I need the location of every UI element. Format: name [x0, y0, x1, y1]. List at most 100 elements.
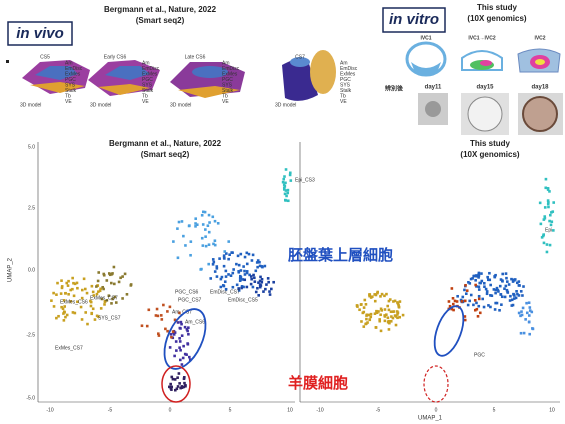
cell-dot: [227, 240, 231, 243]
cell-dot: [531, 327, 534, 330]
cell-dot: [451, 296, 455, 300]
cell-dot: [546, 202, 550, 206]
cell-dot: [84, 287, 87, 291]
cell-dot: [213, 270, 217, 273]
cell-dot: [286, 191, 290, 195]
cell-dot: [253, 276, 256, 280]
cell-dot: [482, 305, 486, 309]
cell-dot: [242, 285, 245, 289]
legend-item: Stalk: [142, 88, 154, 94]
cell-dot: [527, 320, 531, 324]
cell-dot: [99, 287, 102, 291]
cell-dot: [185, 353, 188, 356]
cell-dot: [206, 224, 210, 228]
cell-dot: [219, 277, 223, 281]
cell-dot: [212, 242, 215, 246]
cell-dot: [204, 228, 207, 231]
cluster-label: Am_CS6: [185, 319, 205, 325]
x-tick-label: -5: [108, 407, 113, 413]
cell-dot: [177, 372, 181, 375]
cell-dot: [169, 382, 172, 386]
cell-dot: [499, 293, 502, 296]
cell-dot: [219, 285, 223, 289]
cell-dot: [240, 285, 244, 288]
cell-dot: [267, 280, 270, 284]
cell-dot: [229, 274, 233, 277]
cell-dot: [63, 305, 66, 308]
x-tick-label: -10: [316, 407, 323, 413]
stage-label: CS7: [295, 54, 305, 60]
cell-dot: [360, 320, 363, 323]
cell-dot: [95, 285, 98, 288]
cell-dot: [519, 290, 523, 293]
cell-dot: [505, 288, 509, 292]
cell-dot: [180, 334, 184, 337]
cell-dot: [157, 332, 160, 335]
cell-dot: [542, 218, 546, 221]
cell-dot: [478, 281, 482, 285]
cell-dot: [80, 296, 84, 300]
cell-dot: [289, 179, 293, 182]
cell-dot: [380, 292, 384, 296]
cell-dot: [114, 301, 118, 304]
cell-dot: [389, 320, 393, 323]
cell-dot: [396, 302, 400, 305]
cell-dot: [369, 312, 373, 316]
cell-dot: [483, 285, 486, 289]
cell-dot: [123, 272, 127, 276]
cell-dot: [97, 290, 100, 293]
cell-dot: [477, 294, 481, 298]
cell-dot: [270, 287, 273, 291]
cell-dot: [455, 300, 459, 303]
cell-dot: [216, 221, 220, 225]
cell-dot: [548, 243, 552, 247]
cell-dot: [215, 275, 219, 278]
cell-dot: [266, 277, 270, 280]
cell-dot: [509, 294, 512, 298]
plot-title: This study: [470, 139, 511, 148]
cell-dot: [552, 201, 556, 204]
cell-dot: [102, 287, 105, 291]
model-label: 3D model: [170, 102, 191, 108]
cell-dot: [480, 272, 483, 275]
cell-dot: [545, 243, 549, 246]
day-label: day18: [531, 85, 549, 91]
cell-dot: [154, 314, 158, 317]
cell-dot: [208, 221, 211, 224]
cell-dot: [475, 307, 479, 311]
cell-dot: [184, 244, 187, 247]
cell-dot: [105, 299, 109, 302]
cell-dot: [117, 280, 121, 284]
cell-dot: [224, 269, 228, 273]
cell-dot: [110, 272, 114, 276]
cell-dot: [469, 277, 473, 281]
cell-dot: [170, 375, 174, 379]
cell-dot: [207, 213, 211, 217]
cell-dot: [102, 273, 106, 277]
cell-dot: [90, 284, 94, 288]
cell-dot: [211, 263, 215, 266]
cell-dot: [189, 253, 192, 257]
cell-dot: [260, 277, 264, 281]
cell-dot: [264, 287, 267, 291]
cell-dot: [477, 271, 481, 275]
cell-dot: [510, 304, 514, 307]
cell-dot: [256, 265, 259, 269]
cell-dot: [447, 300, 451, 303]
cell-dot: [544, 186, 548, 190]
cell-dot: [176, 227, 179, 230]
cell-dot: [489, 305, 492, 309]
cell-dot: [456, 294, 459, 298]
cell-dot: [207, 243, 211, 247]
cluster-label: Epi: [545, 227, 552, 233]
cell-dot: [204, 244, 208, 248]
cluster-label: Epi_CS3: [295, 177, 315, 183]
cell-dot: [76, 300, 79, 304]
cell-dot: [464, 292, 468, 296]
model-label: 3D model: [275, 102, 296, 108]
cell-dot: [393, 299, 397, 303]
cell-dot: [390, 315, 393, 318]
cell-dot: [188, 358, 192, 362]
cell-dot: [179, 386, 182, 390]
cell-dot: [385, 313, 388, 316]
